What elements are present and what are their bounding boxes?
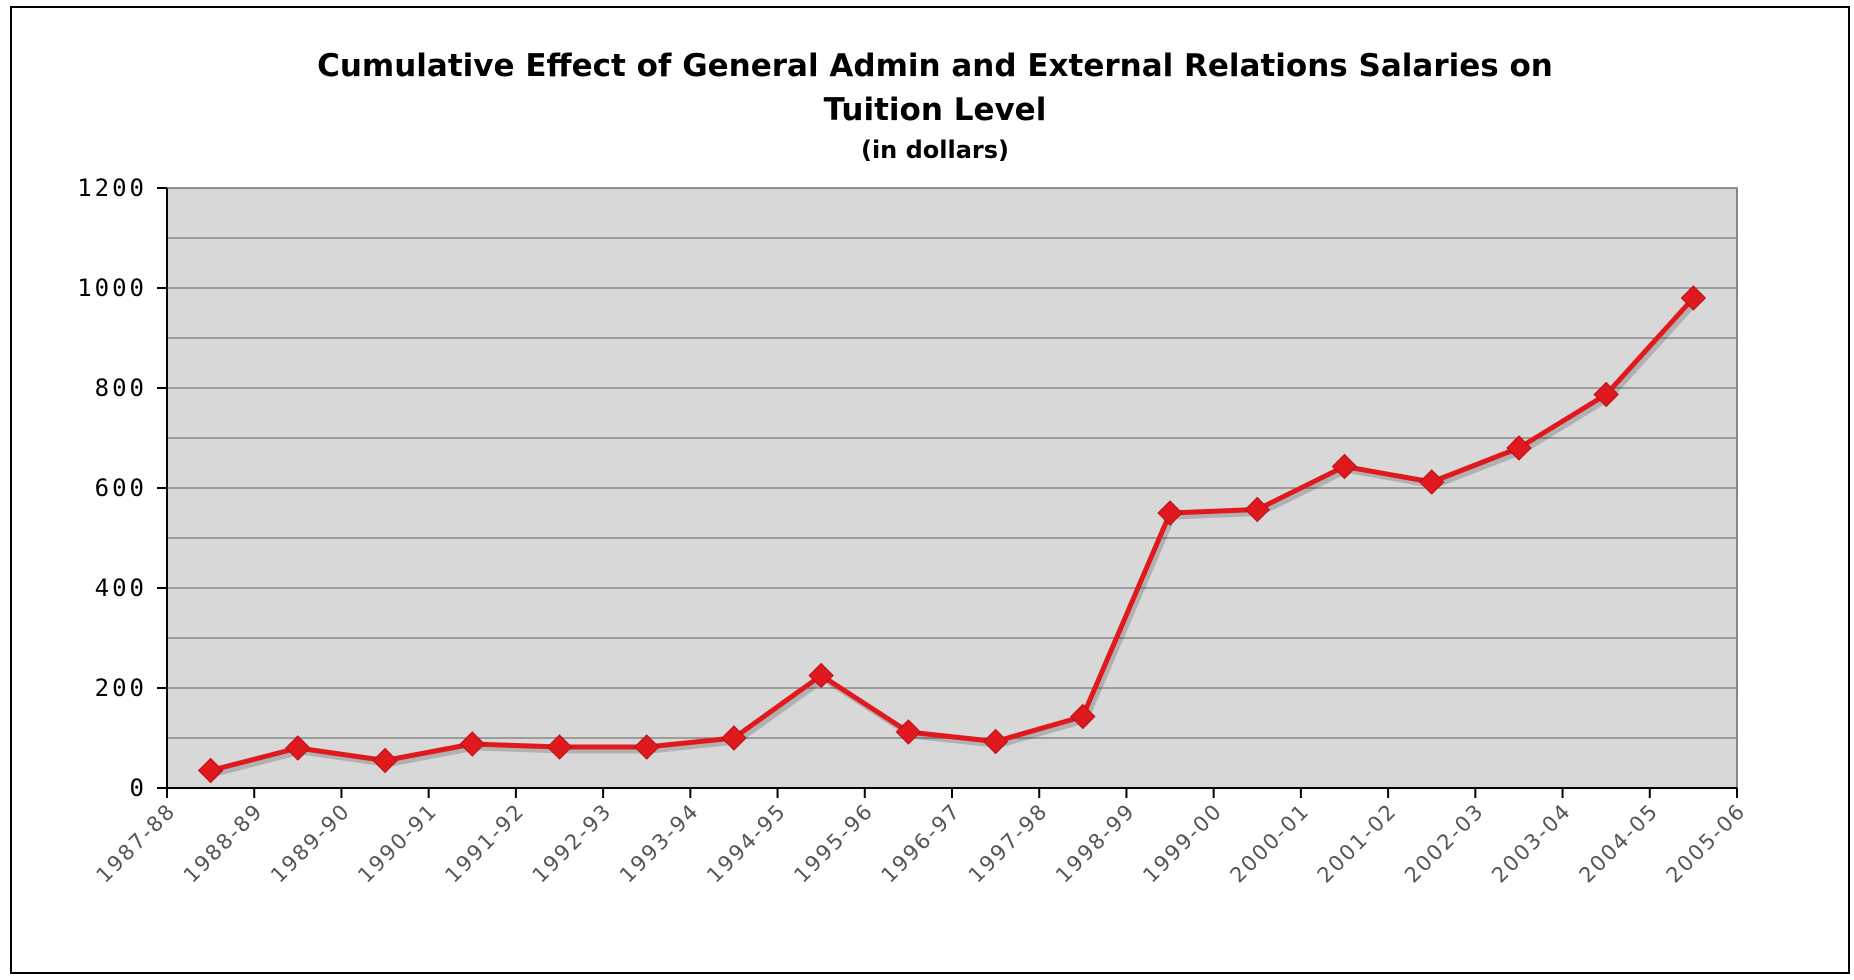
data-point <box>1506 435 1532 461</box>
data-point <box>634 734 660 760</box>
x-tick-label: 1998-99 <box>1051 799 1140 888</box>
data-point <box>1680 285 1707 311</box>
data-point <box>982 728 1009 755</box>
data-point <box>895 719 922 745</box>
x-tick-label: 1994-95 <box>702 799 791 888</box>
y-tick-label: 1200 <box>77 174 147 202</box>
y-tick-label: 400 <box>95 574 147 602</box>
x-tick-label: 1990-91 <box>353 799 442 888</box>
x-tick-label: 1995-96 <box>789 799 878 888</box>
plot-area: 0 200 400 600 800 1000 1200 1987-881988-891989-… <box>77 174 1750 887</box>
data-point <box>1157 500 1183 526</box>
data-point <box>285 735 311 761</box>
y-tick-label: 200 <box>95 674 147 702</box>
y-tick-label: 0 <box>130 774 147 802</box>
series-line-shadow <box>212 300 1699 777</box>
y-tick-label: 800 <box>95 374 147 402</box>
x-tick-label: 1988-89 <box>179 799 268 888</box>
x-tick-label: 2004-05 <box>1574 799 1663 888</box>
x-tick-label: 2003-04 <box>1487 799 1576 888</box>
series-line <box>209 296 1696 773</box>
y-tick-label: 600 <box>95 474 147 502</box>
x-tick-label: 2001-02 <box>1313 799 1402 888</box>
x-tick-label: 2005-06 <box>1662 799 1751 888</box>
chart-subtitle: (in dollars) <box>861 136 1009 164</box>
data-point <box>1593 381 1619 408</box>
data-point <box>1244 496 1270 523</box>
x-tick-label: 1987-88 <box>92 799 181 888</box>
x-tick-label: 1997-98 <box>964 799 1053 888</box>
data-point <box>1070 703 1096 730</box>
x-tick-label: 1999-00 <box>1138 799 1227 888</box>
x-tick-label: 1991-92 <box>441 799 530 888</box>
data-point <box>197 757 224 784</box>
chart-title: Cumulative Effect of General Admin and E… <box>317 48 1553 84</box>
x-tick-label: 2002-03 <box>1400 799 1489 888</box>
data-point <box>1331 453 1358 480</box>
x-tick-label: 2000-01 <box>1226 799 1315 888</box>
data-point <box>372 747 398 774</box>
x-tick-label: 1993-94 <box>615 799 704 888</box>
data-point <box>459 731 485 757</box>
data-point <box>1419 469 1445 495</box>
x-tick-label: 1989-90 <box>266 799 355 888</box>
x-tick-label: 1992-93 <box>528 799 617 888</box>
chart-title-line2: Tuition Level <box>824 92 1047 128</box>
data-point <box>808 662 834 689</box>
data-point <box>721 725 747 751</box>
data-point <box>546 734 573 760</box>
x-tick-label: 1996-97 <box>877 799 966 888</box>
y-tick-label: 1000 <box>77 274 147 302</box>
